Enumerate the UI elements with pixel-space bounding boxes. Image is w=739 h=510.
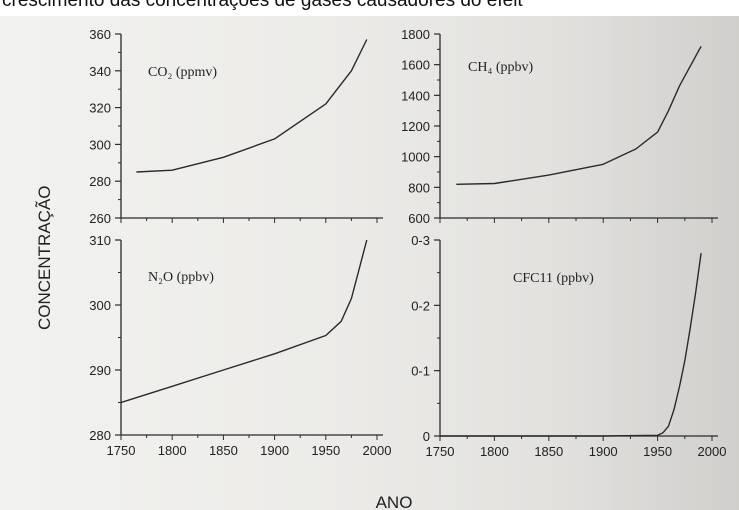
x-tick-label: 1850 <box>534 444 563 459</box>
panel-label: CH₄ (ppbv) <box>468 60 533 75</box>
y-tick-label: 290 <box>89 363 111 378</box>
series-line <box>136 39 368 173</box>
y-tick-label: 320 <box>89 101 111 116</box>
y-tick-label: 1200 <box>401 119 430 134</box>
series-line <box>456 45 702 185</box>
y-tick-label: 0-3 <box>411 233 430 248</box>
header-strip: crescimento das concentrações de gases c… <box>0 0 739 16</box>
panel-3: 280 290 300 310 N₂O (ppbv) <box>89 233 383 443</box>
panel-label: CFC11 (ppbv) <box>513 271 594 286</box>
y-axis-title: CONCENTRAÇÃO <box>35 185 54 330</box>
y-tick-label: 0-2 <box>411 298 430 313</box>
panel-label: CO₂ (ppmv) <box>148 65 217 80</box>
y-tick-label: 1400 <box>401 88 430 103</box>
x-tick-label: 1950 <box>311 443 340 458</box>
y-tick-label: 360 <box>89 27 111 42</box>
y-tick-label: 300 <box>89 137 111 152</box>
x-tick-label: 1750 <box>107 443 136 458</box>
x-tick-label: 1900 <box>260 443 289 458</box>
y-tick-label: 0-1 <box>411 364 430 379</box>
y-tick-label: 280 <box>89 174 111 189</box>
y-tick-label: 260 <box>89 211 111 226</box>
panel-2: 600 800 1000 1200 1400 1600 1800 CH₄ (ppbv) <box>401 27 718 226</box>
x-tick-label: 1900 <box>589 444 618 459</box>
panel-label: N₂O (ppbv) <box>148 270 214 285</box>
y-tick-label: 800 <box>408 180 430 195</box>
y-tick-label: 300 <box>89 298 111 313</box>
y-tick-label: 1600 <box>401 58 430 73</box>
y-tick-label: 1800 <box>401 27 430 42</box>
y-tick-label: 0 <box>423 429 430 444</box>
x-tick-label: 1950 <box>643 444 672 459</box>
x-tick-label: 1850 <box>209 443 238 458</box>
y-tick-label: 1000 <box>401 150 430 165</box>
x-tick-label: 2000 <box>698 444 727 459</box>
x-axis-title: ANO <box>376 493 413 510</box>
y-tick-label: 340 <box>89 64 111 79</box>
x-tick-label: 2000 <box>363 443 392 458</box>
y-tick-label: 280 <box>89 428 111 443</box>
series-line <box>120 239 368 404</box>
header-text: crescimento das concentrações de gases c… <box>2 0 523 11</box>
x-tick-label: 1800 <box>480 444 509 459</box>
series-line <box>440 253 702 437</box>
y-tick-label: 600 <box>408 211 430 226</box>
panel-4: 0 0-1 0-2 0-3 CFC11 (ppbv) <box>411 233 718 444</box>
panel-1: 260 280 300 320 340 360 CO₂ (ppmv) <box>89 27 383 226</box>
x-tick-label: 1750 <box>426 444 455 459</box>
x-tick-label: 1800 <box>158 443 187 458</box>
y-tick-label: 310 <box>89 233 111 248</box>
